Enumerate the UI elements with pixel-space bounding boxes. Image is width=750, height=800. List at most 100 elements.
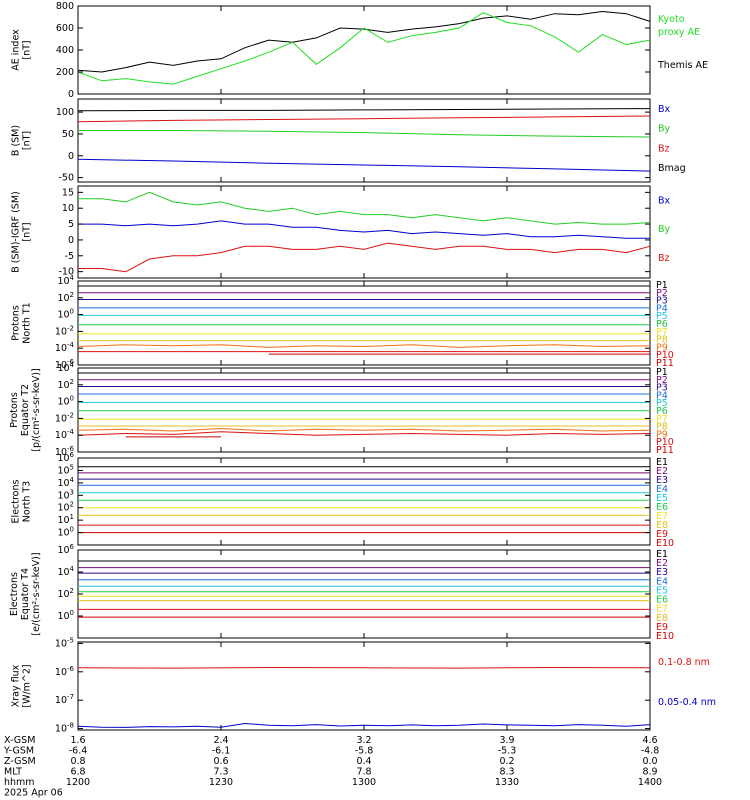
y-axis-label: [nT] [22,131,33,150]
legend-entry: E6 [656,595,668,606]
y-axis-label: B (SM)-IGRF (SM) [11,191,22,273]
orbit-row-value: 0.4 [356,756,371,767]
y-tick-label: 102 [57,587,74,600]
orbit-row-value: -5.3 [498,746,517,757]
legend-entry: E3 [656,475,668,486]
series-line-by [78,191,651,225]
y-tick-label: 10-7 [55,693,74,706]
y-axis-label: Protons [11,305,22,341]
panel-frame [77,641,651,731]
legend-entry: E10 [656,538,674,549]
y-tick-label: 800 [56,1,74,12]
legend-entry: By [658,224,671,235]
series-line-kyoto-proxy-ae [77,12,651,85]
y-axis-label: B (SM) [11,125,22,156]
date-label: 2025 Apr 06 [4,788,63,799]
orbit-row-value: 3.2 [356,735,371,746]
y-tick-label: 10-4 [55,341,75,354]
legend-entry: P9 [656,342,668,353]
legend-entry: P6 [656,406,668,417]
orbit-row-value: 1330 [495,777,519,788]
series-line-p10 [77,431,651,436]
y-axis-label: [nT] [22,40,33,59]
orbit-row-value: 6.8 [70,767,85,778]
y-tick-label: 100 [57,308,74,321]
y-axis-label: AE index [11,29,22,71]
series-line-bmag [77,108,651,112]
legend-entry: E5 [656,585,668,596]
legend-entry: E7 [656,511,668,522]
orbit-row-value: -4.8 [641,746,660,757]
orbit-row-value: 1200 [66,777,90,788]
legend-entry: P10 [656,350,674,361]
orbit-row-value: 7.8 [356,767,371,778]
series-line-by [78,130,651,138]
legend-entry: P8 [656,422,668,433]
y-tick-label: 10 [62,203,74,214]
orbit-row-label: Y-GSM [3,746,34,757]
legend-entry: 0.1-0.8 nm [658,657,710,668]
y-tick-label: 10-4 [55,428,75,441]
legend-entry: By [658,124,671,135]
y-axis-label: Xray flux [11,664,22,707]
y-tick-label: 104 [57,361,74,374]
orbit-row-value: 0.8 [70,756,85,767]
y-tick-label: 10-2 [55,324,74,337]
legend-entry: P8 [656,335,668,346]
y-tick-label: -10 [58,267,74,278]
orbit-row-value: 8.3 [499,767,514,778]
legend-entry: E9 [656,529,668,540]
series-line-bz [77,115,651,123]
series-line-themis-ae [77,10,651,73]
legend-entry: E2 [656,466,668,477]
y-tick-label: 400 [56,45,74,56]
legend-entry: P3 [656,296,668,307]
orbit-row-value: 7.3 [213,767,228,778]
y-tick-label: 103 [57,488,74,501]
orbit-row-value: 1230 [209,777,233,788]
y-tick-label: -5 [65,251,74,262]
series-line-bx [78,220,650,239]
y-tick-label: 104 [57,565,74,578]
legend-entry: E9 [656,622,668,633]
legend-entry: P2 [656,375,668,386]
y-tick-label: 101 [57,513,74,526]
panel-frame [77,5,651,95]
legend-entry: E10 [656,631,674,642]
legend-entry: E1 [656,549,668,560]
legend-entry: P1 [656,367,668,378]
y-tick-label: 102 [57,501,74,514]
series-line-p9 [77,344,651,348]
y-tick-label: 105 [57,463,74,476]
legend-entry: P4 [656,390,668,401]
legend-entry: Bz [658,143,670,154]
y-tick-label: 100 [56,107,74,118]
y-axis-label: Equator T4 [20,568,31,620]
orbit-row-value: 1.6 [70,735,85,746]
legend-entry: Bx [658,104,671,115]
orbit-row-label: Z-GSM [4,756,36,767]
y-tick-label: 10-5 [55,636,74,649]
legend-entry: E1 [656,457,668,468]
y-axis-label: [nT] [22,222,33,241]
orbit-row-value: 0.2 [499,756,514,767]
legend-entry: P2 [656,288,668,299]
y-tick-label: 100 [57,395,74,408]
y-tick-label: 102 [57,378,74,391]
y-tick-label: 0 [68,89,74,100]
panel-frame [77,457,651,546]
legend-entry: P3 [656,383,668,394]
orbit-row-value: 1400 [638,777,662,788]
y-tick-label: 0 [68,151,74,162]
orbit-row-value: 2.4 [213,735,228,746]
y-tick-label: 600 [56,23,74,34]
series-line-0-1-0-8-nm [77,666,651,669]
legend-entry: P4 [656,303,668,314]
y-axis-label: Electrons [11,479,22,523]
legend-entry: E7 [656,604,668,615]
panel-frame [77,280,651,366]
orbit-row-value: -6.4 [69,746,88,757]
series-line-p9 [77,427,651,432]
legend-entry: E8 [656,520,668,531]
